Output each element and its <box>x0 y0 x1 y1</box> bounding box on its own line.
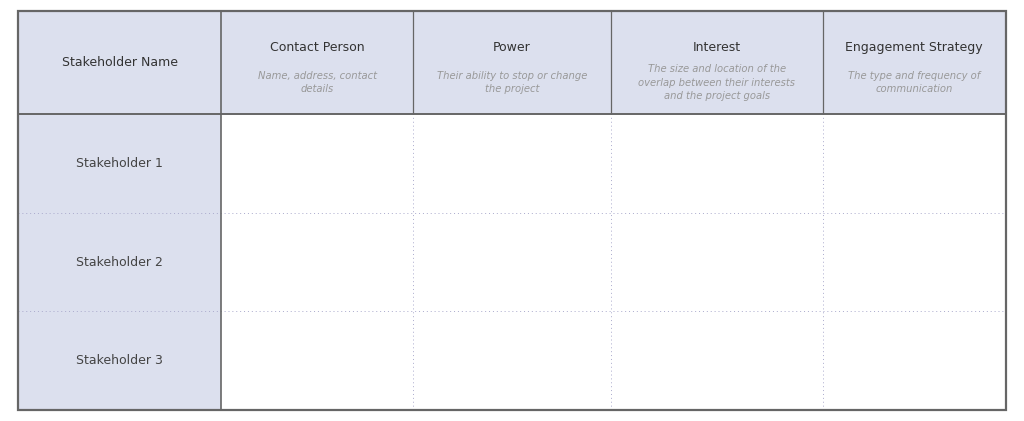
Text: Their ability to stop or change
the project: Their ability to stop or change the proj… <box>437 71 587 94</box>
Text: The size and location of the
overlap between their interests
and the project goa: The size and location of the overlap bet… <box>638 64 796 101</box>
Text: Stakeholder 2: Stakeholder 2 <box>76 256 163 269</box>
Text: Stakeholder Name: Stakeholder Name <box>61 56 177 69</box>
Text: Name, address, contact
details: Name, address, contact details <box>258 71 377 94</box>
Text: Stakeholder 1: Stakeholder 1 <box>76 157 163 170</box>
Text: Engagement Strategy: Engagement Strategy <box>846 41 983 54</box>
Bar <box>18 114 221 410</box>
Bar <box>221 114 1006 410</box>
Text: The type and frequency of
communication: The type and frequency of communication <box>848 71 980 94</box>
Text: Stakeholder 3: Stakeholder 3 <box>76 354 163 368</box>
Bar <box>18 11 1006 114</box>
Text: Power: Power <box>494 41 530 54</box>
Text: Contact Person: Contact Person <box>269 41 365 54</box>
Text: Interest: Interest <box>693 41 741 54</box>
